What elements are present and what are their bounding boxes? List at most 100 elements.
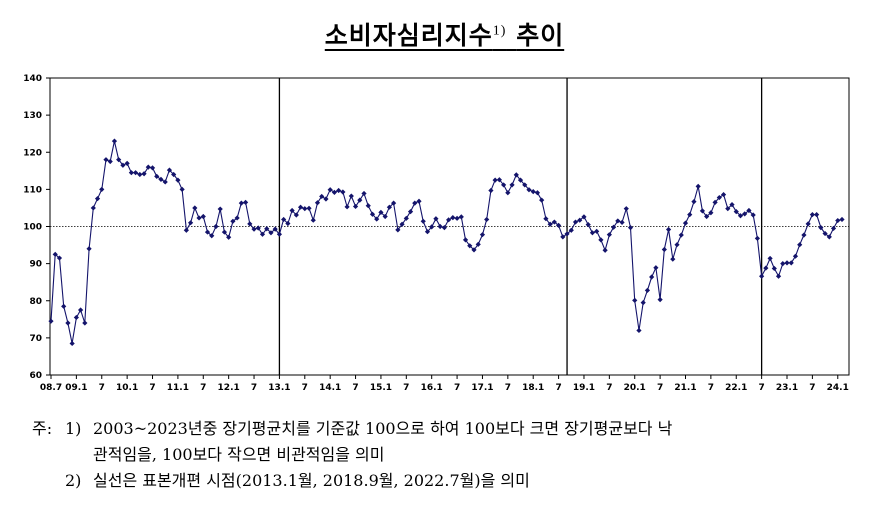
data-point: [830, 225, 837, 231]
x-tick-label: 08.7: [40, 383, 62, 393]
data-point: [661, 246, 667, 253]
data-point: [547, 221, 553, 227]
data-point: [699, 208, 706, 214]
data-point: [763, 265, 769, 271]
data-point: [327, 187, 333, 193]
x-tick-label: 7: [454, 383, 460, 393]
data-point: [682, 220, 689, 226]
data-point: [116, 157, 122, 163]
data-point: [213, 223, 219, 230]
data-point: [86, 246, 92, 252]
data-point: [259, 231, 266, 237]
y-tick-label: 60: [29, 371, 42, 381]
data-point: [183, 227, 189, 233]
footnote-2: 2) 실선은 표본개편 시점(2013.1월, 2018.9월, 2022.7월…: [32, 468, 872, 494]
data-point: [657, 297, 663, 303]
data-point: [276, 231, 283, 237]
data-point: [814, 212, 820, 218]
x-tick-label: 7: [352, 383, 358, 393]
y-tick-label: 80: [29, 297, 42, 307]
data-point: [395, 227, 401, 233]
y-tick-label: 90: [29, 260, 42, 270]
data-point: [458, 214, 464, 220]
data-point: [336, 187, 342, 194]
data-point: [48, 318, 54, 324]
y-tick-label: 70: [29, 334, 42, 344]
x-tick-label: 7: [758, 383, 764, 393]
data-point: [192, 205, 198, 211]
data-point: [822, 230, 828, 237]
data-point: [297, 204, 304, 210]
data-point: [378, 209, 384, 215]
data-point: [412, 200, 418, 206]
data-point: [268, 230, 274, 236]
footnote-1: 주: 1) 2003~2023년중 장기평균치를 기준값 100으로 하여 10…: [32, 416, 872, 442]
data-point: [615, 218, 621, 224]
data-point: [293, 212, 299, 218]
x-tick-label: 21.1: [674, 383, 696, 393]
title-suffix: 추이: [516, 21, 565, 50]
data-point: [234, 215, 240, 221]
x-tick-label: 17.1: [471, 383, 493, 393]
data-point: [348, 193, 354, 199]
data-point: [446, 217, 452, 223]
data-point: [319, 193, 325, 200]
data-point: [517, 177, 524, 183]
data-point: [272, 226, 278, 232]
x-tick-label: 18.1: [522, 383, 544, 393]
data-point: [374, 216, 380, 222]
x-axis-ticks: 08.7 09.1 7 10.1 7 11.1 7 12.1 7 13.1 7 14.1 7 15.1 7 1…: [40, 375, 849, 393]
footnote-1-continued: 관적임을, 100보다 작으면 비관적임을 의미: [93, 445, 385, 464]
data-point: [835, 217, 841, 224]
data-point: [475, 241, 481, 247]
data-point: [166, 167, 173, 173]
footnote-number: 1): [65, 419, 82, 438]
data-point: [708, 210, 714, 216]
data-point: [369, 211, 376, 217]
x-tick-label: 13.1: [268, 383, 290, 393]
data-point: [344, 204, 350, 210]
data-point: [627, 225, 634, 231]
data-point: [649, 274, 655, 280]
data-point: [204, 229, 211, 235]
data-point: [826, 234, 832, 240]
data-point: [226, 234, 232, 240]
data-point: [737, 213, 744, 219]
data-point: [382, 213, 388, 220]
data-point: [581, 214, 587, 220]
data-point: [670, 256, 676, 262]
x-tick-label: 19.1: [573, 383, 595, 393]
data-point: [775, 273, 782, 279]
x-tick-label: 11.1: [167, 383, 189, 393]
data-point: [264, 226, 270, 232]
data-point: [200, 213, 206, 220]
data-point: [162, 179, 168, 185]
data-point: [678, 232, 684, 238]
data-point: [82, 320, 88, 326]
data-point: [137, 171, 143, 178]
data-point: [704, 213, 710, 220]
data-point: [784, 260, 790, 266]
data-point: [551, 219, 557, 225]
data-point: [158, 176, 164, 182]
data-point: [407, 209, 414, 215]
x-tick-label: 24.1: [827, 383, 849, 393]
x-tick-label: 7: [251, 383, 257, 393]
data-point: [314, 200, 321, 206]
data-point: [306, 205, 312, 211]
data-point: [742, 211, 748, 217]
data-point: [209, 233, 215, 239]
x-tick-label: 7: [302, 383, 308, 393]
data-point: [589, 230, 596, 236]
data-point: [585, 222, 591, 228]
data-point: [505, 190, 511, 196]
data-point: [488, 187, 494, 194]
data-point: [361, 190, 367, 197]
title-footnote-marker: 1): [492, 23, 507, 39]
data-point: [492, 177, 498, 183]
data-point: [450, 214, 456, 221]
data-point: [247, 221, 253, 227]
data-point: [598, 237, 604, 243]
y-tick-label: 100: [23, 223, 42, 233]
title-main: 소비자심리지수: [324, 21, 493, 50]
